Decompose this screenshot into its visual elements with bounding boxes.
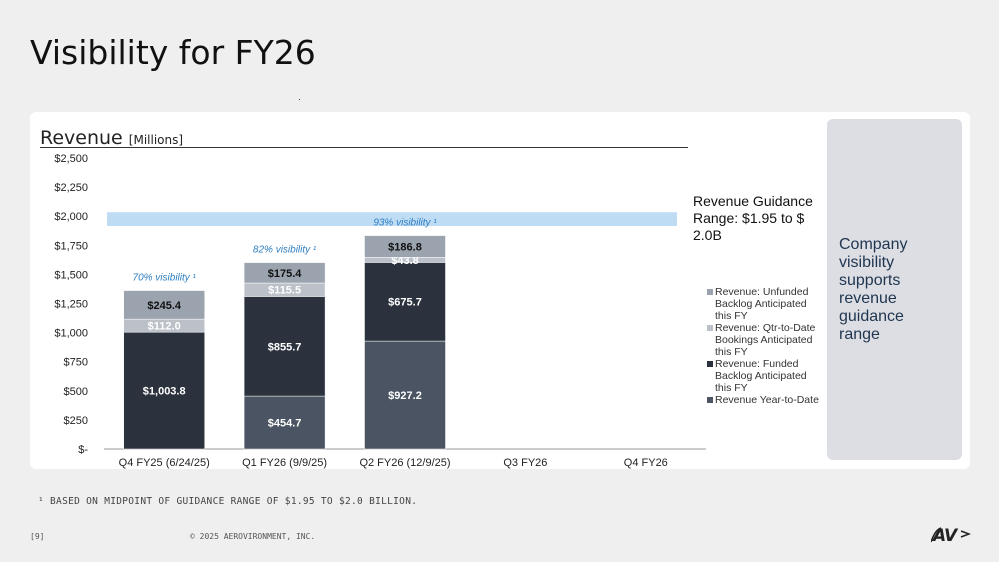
bar-data-label: $245.4 — [147, 300, 182, 312]
legend-item: Revenue: Unfunded Backlog Anticipated th… — [707, 286, 822, 322]
bar-data-label: $855.7 — [268, 341, 302, 353]
x-tick-label: Q1 FY26 (9/9/25) — [242, 457, 327, 469]
visibility-label: 82% visibility ¹ — [253, 245, 317, 256]
chart-title: Revenue [Millions] — [40, 127, 183, 149]
y-tick-label: $1,750 — [54, 240, 88, 252]
bar-segment — [243, 262, 326, 284]
page-number: [9] — [30, 532, 45, 541]
logo-swoosh — [931, 527, 942, 543]
legend-item: Revenue Year-to-Date — [707, 394, 822, 406]
bar-segment — [364, 235, 446, 258]
legend-label: Revenue Year-to-Date — [715, 394, 819, 406]
bar-segment — [243, 296, 326, 397]
bar-data-label: $175.4 — [268, 268, 303, 280]
legend-swatch — [707, 361, 713, 367]
legend-label: Revenue: Qtr-to-Date Bookings Anticipate… — [715, 322, 816, 358]
y-tick-label: $500 — [64, 386, 88, 398]
side-callout-box — [827, 119, 962, 460]
y-tick-label: $1,500 — [54, 269, 88, 281]
legend-item: Revenue: Qtr-to-Date Bookings Anticipate… — [707, 322, 822, 358]
legend-label: Revenue: Funded Backlog Anticipated this… — [715, 358, 807, 394]
chart-title-unit: [Millions] — [128, 133, 184, 147]
bar-data-label: $43.8 — [391, 255, 419, 267]
bar-data-label: $1,003.8 — [143, 386, 186, 398]
page-title: Visibility for FY26 — [30, 33, 316, 72]
bar-segment — [123, 290, 205, 320]
visibility-label: 93% visibility ¹ — [373, 218, 437, 229]
bar-data-label: $675.7 — [388, 297, 422, 309]
copyright: © 2025 AEROVIRONMENT, INC. — [190, 532, 316, 541]
bar-data-label: $115.5 — [268, 285, 301, 297]
y-tick-label: $1,250 — [54, 299, 88, 311]
y-tick-label: $2,000 — [54, 211, 88, 223]
x-tick-label: Q3 FY26 — [503, 457, 547, 469]
legend-label: Revenue: Unfunded Backlog Anticipated th… — [715, 286, 809, 322]
logo-text: AV — [931, 526, 959, 546]
decorative-dot — [299, 99, 300, 100]
chart-title-text: Revenue — [40, 127, 123, 149]
x-tick-label: Q4 FY25 (6/24/25) — [119, 457, 210, 469]
legend-swatch — [707, 325, 713, 331]
bar-segment — [364, 340, 446, 450]
y-tick-label: $- — [78, 444, 88, 456]
legend-swatch — [707, 289, 713, 295]
bar-data-label: $186.8 — [388, 241, 422, 253]
y-tick-label: $2,500 — [54, 153, 88, 165]
footnote: ¹ BASED ON MIDPOINT OF GUIDANCE RANGE OF… — [38, 496, 418, 507]
visibility-label: 70% visibility ¹ — [133, 273, 197, 284]
chart-title-rule — [40, 147, 688, 148]
y-tick-label: $250 — [64, 415, 88, 427]
guidance-range-band — [107, 212, 677, 227]
y-tick-label: $2,250 — [54, 182, 88, 194]
bar-segment — [123, 331, 205, 450]
bar-data-label: $927.2 — [388, 390, 422, 402]
legend-swatch — [707, 397, 713, 403]
chart-legend: Revenue: Unfunded Backlog Anticipated th… — [707, 286, 822, 406]
logo-arrow — [960, 530, 971, 538]
bar-segment — [364, 262, 446, 342]
bar-segment — [243, 395, 326, 450]
guidance-range-label: Revenue Guidance Range: $1.95 to $ 2.0B — [693, 193, 813, 243]
bar-data-label: $112.0 — [148, 321, 181, 333]
bar-data-label: $454.7 — [268, 418, 302, 430]
y-tick-label: $750 — [64, 357, 88, 369]
y-tick-label: $1,000 — [54, 328, 88, 340]
x-tick-label: Q4 FY26 — [624, 457, 668, 469]
side-callout-text: Company visibility supports revenue guid… — [839, 236, 908, 343]
company-logo: AV — [931, 526, 971, 546]
x-tick-label: Q2 FY26 (12/9/25) — [359, 457, 450, 469]
legend-item: Revenue: Funded Backlog Anticipated this… — [707, 358, 822, 394]
